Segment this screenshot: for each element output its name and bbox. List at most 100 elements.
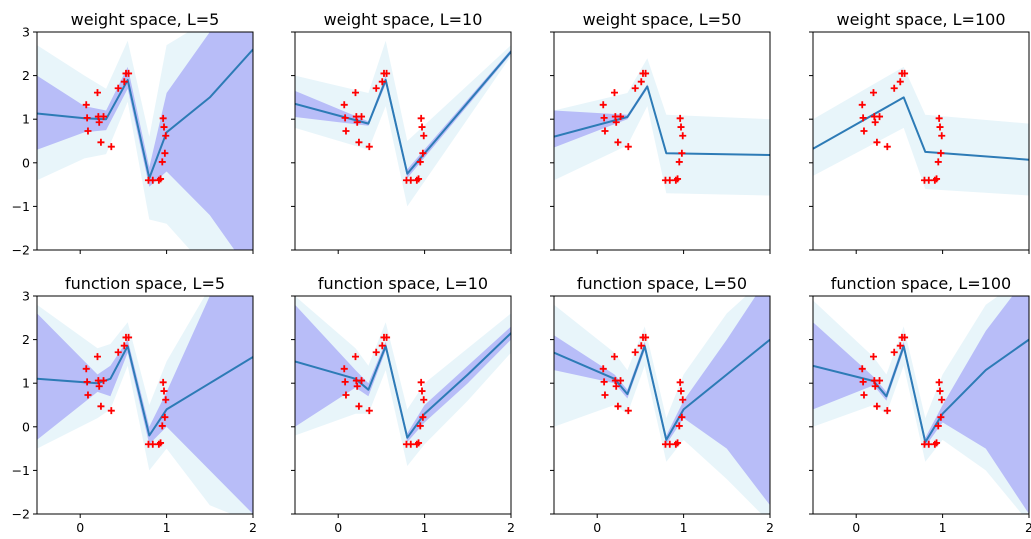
y-tick-label: 1 bbox=[22, 112, 30, 127]
subplot-8: 0 1 2 function space, L=100 bbox=[809, 274, 1031, 535]
mean-line bbox=[37, 345, 253, 437]
data-point bbox=[417, 378, 425, 386]
x-tick-label: 1 bbox=[421, 520, 429, 535]
data-point bbox=[353, 382, 361, 390]
data-point bbox=[114, 84, 122, 92]
x-tick-label: 0 bbox=[852, 520, 860, 535]
data-point bbox=[871, 118, 879, 126]
inner-uncertainty-band bbox=[37, 296, 253, 514]
data-point bbox=[675, 422, 683, 430]
data-point bbox=[675, 158, 683, 166]
plot-area bbox=[37, 32, 253, 250]
data-point bbox=[896, 78, 904, 86]
data-point bbox=[159, 378, 167, 386]
data-point bbox=[901, 69, 909, 77]
y-tick-label: −2 bbox=[12, 243, 30, 258]
data-point bbox=[82, 101, 90, 109]
data-point bbox=[161, 413, 169, 421]
data-point bbox=[82, 365, 90, 373]
y-tick-label: 3 bbox=[22, 289, 30, 304]
plot-area bbox=[554, 58, 770, 196]
data-point bbox=[160, 387, 168, 395]
data-point bbox=[614, 138, 622, 146]
subplot-title: weight space, L=100 bbox=[837, 10, 1006, 29]
axes-frame bbox=[553, 295, 771, 515]
data-point bbox=[340, 365, 348, 373]
data-point bbox=[378, 78, 386, 86]
data-point bbox=[901, 333, 909, 341]
axes-frame bbox=[294, 31, 512, 251]
data-point bbox=[355, 138, 363, 146]
data-point bbox=[341, 378, 349, 386]
data-point bbox=[883, 407, 891, 415]
data-point bbox=[340, 101, 348, 109]
data-point bbox=[601, 391, 609, 399]
data-point bbox=[925, 440, 933, 448]
data-point bbox=[420, 396, 428, 404]
axes-frame bbox=[294, 295, 512, 515]
data-point bbox=[120, 342, 128, 350]
data-point bbox=[342, 391, 350, 399]
data-point bbox=[937, 413, 945, 421]
outer-uncertainty-band bbox=[813, 66, 1029, 196]
data-point bbox=[107, 407, 115, 415]
outer-uncertainty-band bbox=[554, 58, 770, 196]
data-point bbox=[934, 158, 942, 166]
data-point bbox=[107, 143, 115, 151]
data-point bbox=[415, 175, 423, 183]
subplot-6: 0 1 2 function space, L=10 bbox=[291, 274, 515, 535]
data-point bbox=[925, 176, 933, 184]
x-tick-label: 1 bbox=[939, 520, 947, 535]
data-point bbox=[417, 114, 425, 122]
subplot-5: −2 −1 0 1 2 3 0 1 2 function space, L=5 bbox=[12, 274, 257, 535]
x-tick-label: 2 bbox=[507, 520, 515, 535]
data-point bbox=[631, 84, 639, 92]
data-point bbox=[859, 114, 867, 122]
data-point bbox=[612, 118, 620, 126]
data-point bbox=[678, 149, 686, 157]
data-point bbox=[938, 396, 946, 404]
data-point bbox=[933, 439, 941, 447]
y-tick-label: 2 bbox=[22, 68, 30, 83]
data-point bbox=[383, 69, 391, 77]
data-point bbox=[876, 113, 884, 121]
data-point bbox=[617, 113, 625, 121]
data-point bbox=[378, 342, 386, 350]
data-point bbox=[610, 353, 618, 361]
data-point bbox=[342, 127, 350, 135]
x-tick-label: 2 bbox=[766, 520, 774, 535]
data-point bbox=[678, 413, 686, 421]
inner-uncertainty-band bbox=[37, 32, 253, 250]
data-point bbox=[637, 78, 645, 86]
mean-line bbox=[295, 50, 511, 175]
data-point bbox=[612, 382, 620, 390]
data-point bbox=[120, 78, 128, 86]
data-point bbox=[161, 149, 169, 157]
data-point bbox=[419, 413, 427, 421]
data-point bbox=[83, 114, 91, 122]
data-point bbox=[614, 402, 622, 410]
data-point bbox=[383, 333, 391, 341]
data-point bbox=[83, 378, 91, 386]
data-point bbox=[859, 378, 867, 386]
data-point bbox=[358, 377, 366, 385]
x-tick-label: 2 bbox=[249, 520, 257, 535]
subplot-title: function space, L=5 bbox=[65, 274, 225, 293]
subplot-2: weight space, L=10 bbox=[291, 10, 512, 254]
data-point bbox=[860, 391, 868, 399]
data-point bbox=[158, 422, 166, 430]
data-point bbox=[419, 149, 427, 157]
axes-frame bbox=[812, 31, 1030, 251]
data-point bbox=[610, 89, 618, 97]
plot-area bbox=[554, 296, 770, 514]
data-point bbox=[666, 176, 674, 184]
axes-frame bbox=[812, 295, 1030, 515]
data-point bbox=[869, 353, 877, 361]
subplot-title: weight space, L=10 bbox=[324, 10, 483, 29]
data-point bbox=[937, 149, 945, 157]
data-point bbox=[599, 101, 607, 109]
subplot-1: −2 −1 0 1 2 3 weight space, L=5 bbox=[12, 10, 254, 258]
data-point bbox=[871, 382, 879, 390]
x-tick-label: 1 bbox=[163, 520, 171, 535]
